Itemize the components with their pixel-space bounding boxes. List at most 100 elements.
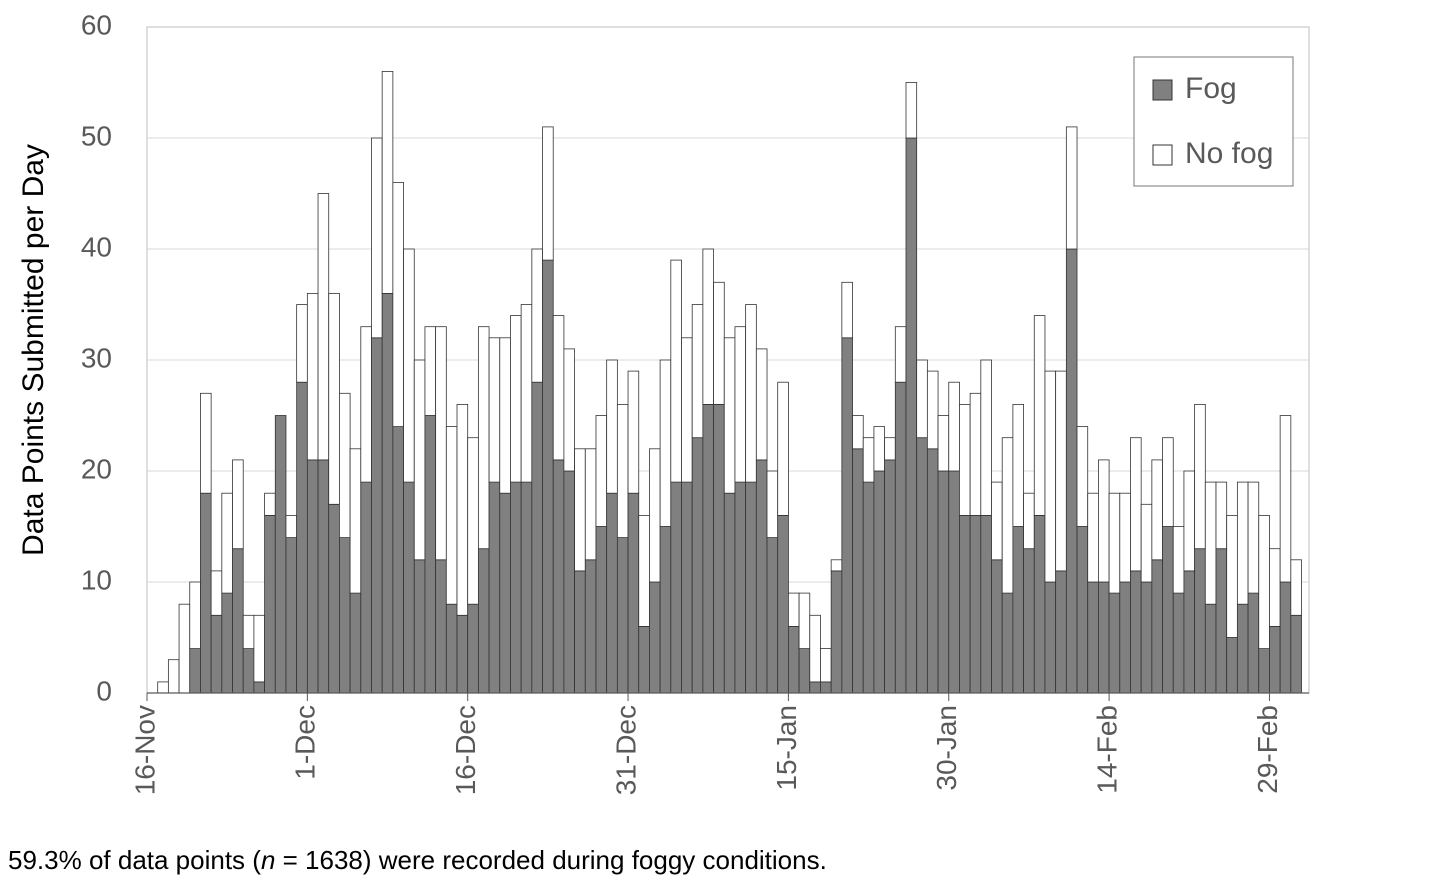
bar-segment [424,326,437,416]
bar-segment [1258,515,1270,650]
bar-segment [905,82,918,139]
bar-segment [980,515,992,694]
bar-segment [713,403,725,694]
footnote-text: n [261,845,275,875]
x-tick-label: 29-Feb [1252,705,1283,794]
bar-segment [1290,614,1302,694]
x-tick-label: 31-Dec [610,705,641,795]
bar-segment [1023,548,1035,694]
bar-segment [296,381,308,694]
bar-segment [189,648,201,694]
bar-segment [167,659,180,694]
bar-segment [1269,548,1281,627]
bar-segment [1151,459,1163,561]
bar-segment [456,614,469,694]
legend-label: No fog [1185,137,1273,170]
bar-segment [574,448,586,572]
bar-segment [723,492,736,694]
bar-segment [392,426,404,694]
bar-segment [563,348,575,472]
bar-segment [638,626,650,694]
bar-segment [445,426,458,605]
bar-segment [894,326,907,383]
y-tick-label: 60 [81,9,112,40]
legend-swatch [1152,79,1173,101]
bar-segment [969,515,982,694]
bar-segment [210,570,223,616]
bar-segment [1162,437,1174,527]
bar-segment [841,281,853,339]
footnote-text: = 1638) were recorded during foggy condi… [275,845,826,875]
bar-segment [937,470,950,694]
bar-segment [627,492,640,694]
bar-segment [563,470,575,694]
bar-segment [820,681,832,694]
bar-segment [542,259,554,694]
bar-segment [809,614,821,683]
bar-segment [264,492,276,516]
bar-segment [510,481,522,694]
bar-segment [595,415,608,527]
bar-segment [242,614,255,649]
bar-segment [905,137,918,694]
bar-segment [1012,526,1024,694]
bar-segment [681,337,693,483]
x-tick-label: 14-Feb [1091,705,1122,794]
bar-segment [1269,626,1281,694]
bar-segment [649,581,661,694]
bar-segment [809,681,821,694]
bar-segment [659,526,672,694]
bar-segment [285,515,298,539]
bar-segment [820,648,832,683]
bar-segment [1087,581,1099,694]
bar-segment [477,326,490,550]
bar-segment [1215,481,1228,550]
bar-segment [1087,492,1099,583]
bar-segment [1204,481,1217,605]
bar-segment [1130,437,1142,572]
bar-segment [894,381,907,694]
bar-segment [670,259,682,483]
bar-segment [392,181,404,427]
bar-segment [1279,415,1292,583]
bar-segment [520,304,533,483]
bar-segment [1183,470,1196,572]
bar-segment [937,415,950,472]
bar-segment [371,337,383,694]
bar-segment [659,359,672,527]
bar-segment [1236,481,1249,605]
bar-segment [606,359,618,494]
bar-segment [830,559,843,572]
bar-segment [1130,570,1142,694]
bar-segment [873,426,886,472]
bar-segment [959,403,971,516]
bar-segment [242,648,255,694]
bar-segment [435,559,447,694]
bar-segment [328,503,340,694]
x-tick-label: 15-Jan [771,705,802,791]
bar-segment [681,481,693,694]
bar-segment [702,248,714,405]
bar-segment [424,415,437,694]
bar-segment [584,559,597,694]
x-tick-label: 1-Dec [290,705,321,780]
bar-segment [873,470,886,694]
bar-segment [210,614,223,694]
bar-segment [200,492,212,694]
bar-segment [1194,548,1206,694]
bar-segment [638,515,650,627]
bar-segment [1140,581,1153,694]
bar-segment [1108,592,1121,694]
bar-segment [381,292,394,694]
bar-segment [488,481,501,694]
bar-segment [306,459,319,694]
bar-segment [980,359,992,516]
bar-segment [157,681,169,694]
bar-segment [1215,548,1228,694]
bar-segment [926,370,939,450]
bar-segment [991,481,1003,561]
bar-segment [488,337,501,483]
x-tick-label: 16-Dec [450,705,481,795]
bar-segment [435,326,447,561]
